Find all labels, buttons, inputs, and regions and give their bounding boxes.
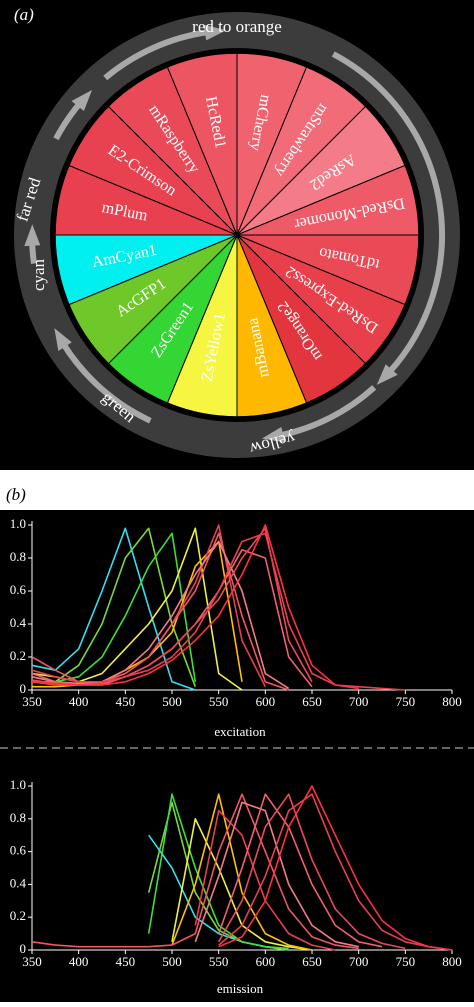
x-tick-label: 350 <box>22 954 42 969</box>
y-tick-label: 0.4 <box>10 615 27 630</box>
ring-arrow <box>60 342 152 424</box>
x-axis-label: excitation <box>214 724 266 739</box>
x-tick-label: 800 <box>442 954 462 969</box>
panel-b-background <box>0 510 474 1002</box>
x-tick-label: 500 <box>162 954 182 969</box>
y-tick-label: 0.8 <box>10 810 26 825</box>
ring-arrow <box>103 29 209 81</box>
x-tick-label: 550 <box>209 954 229 969</box>
x-tick-label: 700 <box>349 694 369 709</box>
wheel-outline <box>54 52 420 418</box>
arrow-head <box>24 224 41 247</box>
ring-label: cyan <box>29 258 48 291</box>
spectrum-line <box>218 793 453 951</box>
x-tick-label: 800 <box>442 694 462 709</box>
x-tick-label: 700 <box>349 954 369 969</box>
spectrum-line <box>194 801 359 948</box>
y-tick-label: 0.2 <box>10 908 26 923</box>
spectrum-line <box>218 785 453 951</box>
y-tick-label: 0.6 <box>10 582 27 597</box>
spectrum-line <box>32 532 197 683</box>
ring-arrow <box>331 51 445 375</box>
y-tick-label: 0 <box>20 941 27 956</box>
x-tick-label: 350 <box>22 694 42 709</box>
x-tick-label: 400 <box>69 694 89 709</box>
arrow-head <box>71 90 93 112</box>
x-axis-label: emission <box>217 981 264 996</box>
spectrum-line <box>32 527 197 687</box>
spectrum-line <box>31 540 290 690</box>
ring-label: red to orange <box>192 17 282 36</box>
x-tick-label: 750 <box>396 954 416 969</box>
ring-arrow <box>278 385 377 439</box>
arrow-head <box>261 426 285 443</box>
spectrum-line <box>147 793 289 950</box>
panel-label: (a) <box>14 5 34 24</box>
spectrum-line <box>217 793 383 948</box>
spectrum-line <box>171 793 313 951</box>
y-tick-label: 1.0 <box>10 516 26 531</box>
x-tick-label: 650 <box>302 954 322 969</box>
y-tick-label: 0.4 <box>10 875 27 890</box>
y-tick-label: 0.2 <box>10 648 26 663</box>
x-tick-label: 450 <box>116 954 136 969</box>
y-tick-label: 0 <box>20 681 27 696</box>
x-tick-label: 450 <box>116 694 136 709</box>
x-tick-label: 500 <box>162 694 182 709</box>
x-tick-label: 600 <box>256 694 276 709</box>
arrow-head <box>54 328 72 352</box>
y-tick-label: 0.8 <box>10 549 26 564</box>
x-tick-label: 400 <box>69 954 89 969</box>
spectrum-line <box>31 524 359 690</box>
y-tick-label: 0.6 <box>10 843 27 858</box>
spectrum-line <box>31 532 289 691</box>
spectrum-line <box>31 527 196 691</box>
y-tick-label: 1.0 <box>10 777 26 792</box>
x-tick-label: 750 <box>396 694 416 709</box>
x-tick-label: 550 <box>209 694 229 709</box>
panel-label: (b) <box>6 485 26 504</box>
spectrum-line <box>218 793 406 950</box>
x-tick-label: 600 <box>256 954 276 969</box>
arrow-head <box>376 364 398 385</box>
spectrum-line <box>31 793 359 950</box>
x-tick-label: 650 <box>302 694 322 709</box>
arrow-head <box>203 24 227 41</box>
